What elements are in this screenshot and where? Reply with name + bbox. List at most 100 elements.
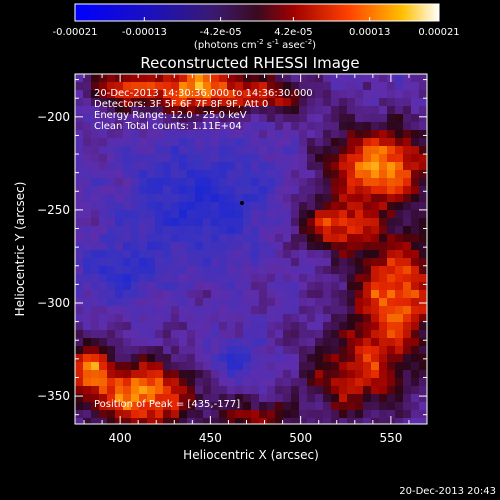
heatmap-cell <box>251 410 260 419</box>
heatmap-cell <box>323 178 332 187</box>
heatmap-cell <box>347 258 356 267</box>
heatmap-cell <box>171 354 180 363</box>
heatmap-cell <box>347 322 356 331</box>
heatmap-cell <box>187 90 196 99</box>
heatmap-cell <box>315 210 324 219</box>
heatmap-cell <box>211 322 220 331</box>
heatmap-cell <box>155 362 164 371</box>
heatmap-cell <box>331 306 340 315</box>
heatmap-cell <box>419 298 427 307</box>
heatmap-cell <box>203 338 212 347</box>
heatmap-cell <box>179 298 188 307</box>
heatmap-cell <box>315 410 324 419</box>
heatmap-cell <box>363 242 372 251</box>
heatmap-cell <box>211 98 220 107</box>
heatmap-cell <box>307 354 316 363</box>
heatmap-cell <box>387 90 396 99</box>
heatmap-cell <box>251 98 260 107</box>
heatmap-cell <box>283 146 292 155</box>
heatmap-cell <box>115 330 124 339</box>
heatmap-cell <box>267 322 276 331</box>
heatmap-cell <box>323 130 332 139</box>
heatmap-cell <box>75 194 84 203</box>
heatmap-cell <box>243 146 252 155</box>
heatmap-cell <box>419 170 427 179</box>
heatmap-cell <box>387 178 396 187</box>
heatmap-cell <box>283 346 292 355</box>
heatmap-cell <box>291 274 300 283</box>
heatmap-cell <box>227 346 236 355</box>
heatmap-cell <box>83 354 92 363</box>
heatmap-cell <box>331 218 340 227</box>
heatmap-cell <box>363 138 372 147</box>
heatmap-cell <box>147 170 156 179</box>
heatmap-cell <box>323 378 332 387</box>
heatmap-cell <box>187 274 196 283</box>
heatmap-cell <box>363 210 372 219</box>
heatmap-cell <box>195 154 204 163</box>
heatmap-cell <box>339 306 348 315</box>
heatmap-cell <box>171 114 180 123</box>
heatmap-cell <box>363 130 372 139</box>
heatmap-cell <box>75 130 84 139</box>
heatmap-cell <box>219 378 228 387</box>
heatmap-cell <box>83 114 92 123</box>
heatmap-cell <box>227 130 236 139</box>
heatmap-cell <box>251 122 260 131</box>
heatmap-cell <box>347 282 356 291</box>
heatmap-cell <box>395 210 404 219</box>
heatmap-cell <box>115 130 124 139</box>
heatmap-cell <box>115 138 124 147</box>
heatmap-cell <box>99 146 108 155</box>
heatmap-cell <box>219 146 228 155</box>
heatmap-cell <box>379 250 388 259</box>
heatmap-cell <box>323 194 332 203</box>
heatmap-cell <box>235 106 244 115</box>
heatmap-cell <box>163 138 172 147</box>
heatmap-cell <box>283 402 292 411</box>
heatmap-cell <box>275 210 284 219</box>
heatmap-cell <box>155 170 164 179</box>
heatmap-cell <box>139 90 148 99</box>
heatmap-cell <box>91 146 100 155</box>
x-tick-label: 400 <box>109 431 132 445</box>
heatmap-cell <box>99 418 108 424</box>
heatmap-cell <box>403 154 412 163</box>
heatmap-cell <box>331 210 340 219</box>
heatmap-cell <box>387 378 396 387</box>
heatmap-cell <box>275 330 284 339</box>
heatmap-cell <box>387 314 396 323</box>
heatmap-cell <box>275 402 284 411</box>
heatmap-cell <box>91 218 100 227</box>
heatmap-cell <box>107 258 116 267</box>
heatmap-cell <box>283 170 292 179</box>
heatmap-cell <box>291 378 300 387</box>
heatmap-cell <box>339 386 348 395</box>
heatmap-cell <box>291 370 300 379</box>
heatmap-cell <box>115 274 124 283</box>
heatmap-cell <box>299 370 308 379</box>
heatmap-cell <box>187 234 196 243</box>
heatmap-cell <box>83 258 92 267</box>
heatmap-cell <box>139 314 148 323</box>
heatmap-cell <box>163 346 172 355</box>
heatmap-cell <box>155 202 164 211</box>
heatmap-cell <box>203 314 212 323</box>
heatmap-cell <box>75 410 84 419</box>
heatmap-cell <box>283 298 292 307</box>
heatmap-cell <box>163 194 172 203</box>
heatmap-cell <box>195 386 204 395</box>
heatmap-cell <box>371 378 380 387</box>
heatmap-cell <box>163 402 172 411</box>
heatmap-cell <box>203 82 212 91</box>
heatmap-cell <box>291 250 300 259</box>
heatmap-cell <box>187 210 196 219</box>
heatmap-cell <box>307 146 316 155</box>
heatmap-cell <box>331 410 340 419</box>
heatmap-cell <box>251 378 260 387</box>
heatmap-cell <box>211 210 220 219</box>
heatmap-cell <box>99 106 108 115</box>
heatmap-cell <box>99 402 108 411</box>
heatmap-cell <box>275 338 284 347</box>
heatmap-cell <box>395 154 404 163</box>
